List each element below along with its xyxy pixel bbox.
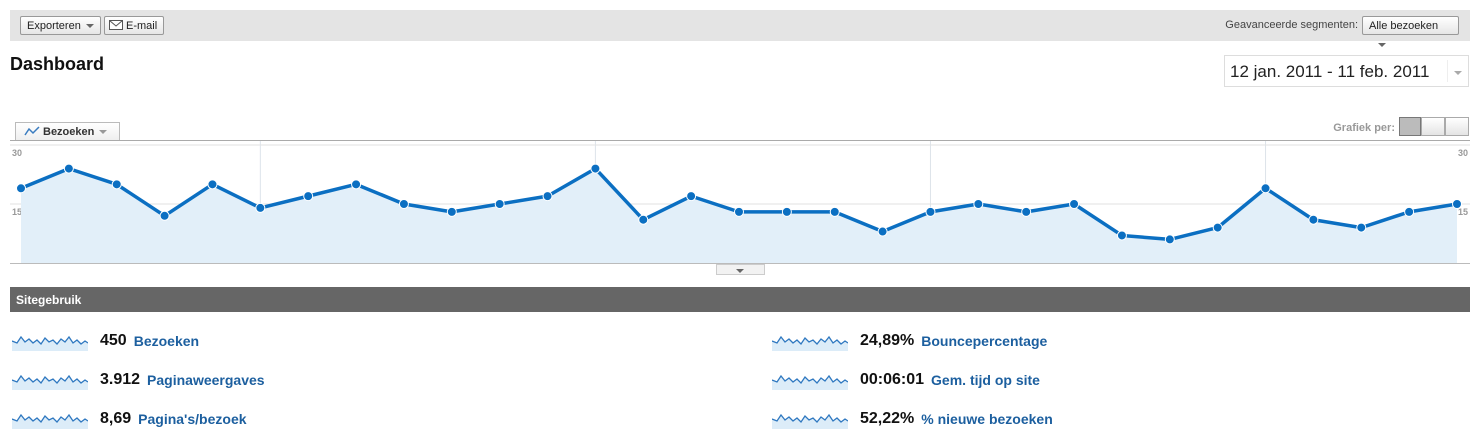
metric-value: 450 (100, 332, 127, 349)
point (1116, 230, 1127, 241)
y-tick-label-right: 30 (1458, 148, 1468, 158)
date-dropdown[interactable] (1447, 60, 1469, 82)
metric-value: 3.912 (100, 371, 141, 388)
export-label: Exporteren (27, 20, 81, 32)
point (1260, 183, 1271, 194)
email-button[interactable]: E-mail (104, 16, 165, 35)
export-button[interactable]: Exporteren (20, 16, 101, 35)
metric[interactable]: 00:06:01 Gem. tijd op site (772, 369, 1040, 391)
point (1356, 222, 1367, 233)
metric-label[interactable]: % nieuwe bezoeken (921, 411, 1053, 427)
tab-label: Bezoeken (43, 126, 95, 138)
point (686, 191, 697, 202)
toolbar (10, 10, 1470, 41)
metric[interactable]: 8,69 Pagina's/bezoek (12, 408, 247, 430)
point (734, 206, 744, 217)
point (398, 199, 409, 209)
metric-label[interactable]: Paginaweergaves (147, 372, 265, 388)
segments-label: Geavanceerde segmenten: (1225, 19, 1358, 31)
sparkline (12, 370, 88, 390)
mail-icon (109, 20, 123, 30)
point (1452, 199, 1462, 209)
point (973, 199, 984, 209)
point (590, 163, 601, 174)
point (303, 191, 314, 202)
metric[interactable]: 52,22% % nieuwe bezoeken (772, 408, 1053, 430)
point (1069, 199, 1080, 209)
date-picker[interactable]: 12 jan. 2011 - 11 feb. 2011 (1224, 55, 1469, 87)
metric[interactable]: 3.912 Paginaweergaves (12, 369, 265, 391)
segments-value: Alle bezoeken (1369, 20, 1439, 32)
handle-arrow (736, 269, 744, 273)
point (829, 206, 840, 217)
point (1021, 206, 1032, 217)
point (1164, 234, 1175, 245)
point (1404, 206, 1415, 217)
segments-select[interactable]: Alle bezoeken (1362, 16, 1459, 48)
point (877, 226, 888, 237)
section-bar (10, 287, 1470, 312)
page-title: Dashboard (10, 54, 105, 74)
point (351, 179, 362, 190)
point (1308, 214, 1319, 225)
metric-label[interactable]: Bouncepercentage (921, 333, 1048, 349)
point (255, 202, 266, 213)
point (207, 179, 218, 190)
tab-icon (24, 126, 40, 136)
metric-value: 24,89% (860, 332, 915, 349)
point (446, 206, 457, 217)
point (63, 163, 74, 174)
point (638, 214, 649, 225)
point (494, 199, 505, 209)
metric-label[interactable]: Bezoeken (133, 333, 200, 349)
metric[interactable]: 450 Bezoeken (12, 330, 199, 352)
metric-label[interactable]: Gem. tijd op site (931, 372, 1040, 388)
view-day[interactable] (1399, 117, 1421, 136)
date-range: 12 jan. 2011 - 11 feb. 2011 (1230, 62, 1430, 81)
y-tick-label-right: 15 (1458, 207, 1468, 217)
point (159, 210, 170, 221)
metric-label[interactable]: Pagina's/bezoek (138, 411, 247, 427)
email-label: E-mail (126, 20, 158, 32)
point (16, 183, 26, 194)
metric[interactable]: 24,89% Bouncepercentage (772, 330, 1047, 352)
metric-tab[interactable]: Bezoeken (15, 122, 120, 141)
sparkline (12, 409, 88, 429)
point (542, 191, 553, 202)
sparkline (772, 409, 848, 429)
graph-view-buttons (1399, 117, 1469, 136)
sparkline (772, 370, 848, 390)
metric-value: 52,22% (860, 410, 915, 427)
sparkline (12, 331, 88, 351)
point (1212, 222, 1223, 233)
sparkline (772, 331, 848, 351)
point (925, 206, 936, 217)
point (781, 206, 792, 217)
y-tick-label: 15 (12, 207, 22, 217)
metric-value: 8,69 (100, 410, 132, 427)
y-tick-label: 30 (12, 148, 22, 158)
section-title: Sitegebruik (16, 293, 82, 307)
point (111, 179, 122, 190)
metric-value: 00:06:01 (860, 371, 925, 388)
graph-per-label: Grafiek per: (1333, 122, 1395, 134)
view-week[interactable] (1421, 117, 1445, 136)
view-month[interactable] (1445, 117, 1469, 136)
